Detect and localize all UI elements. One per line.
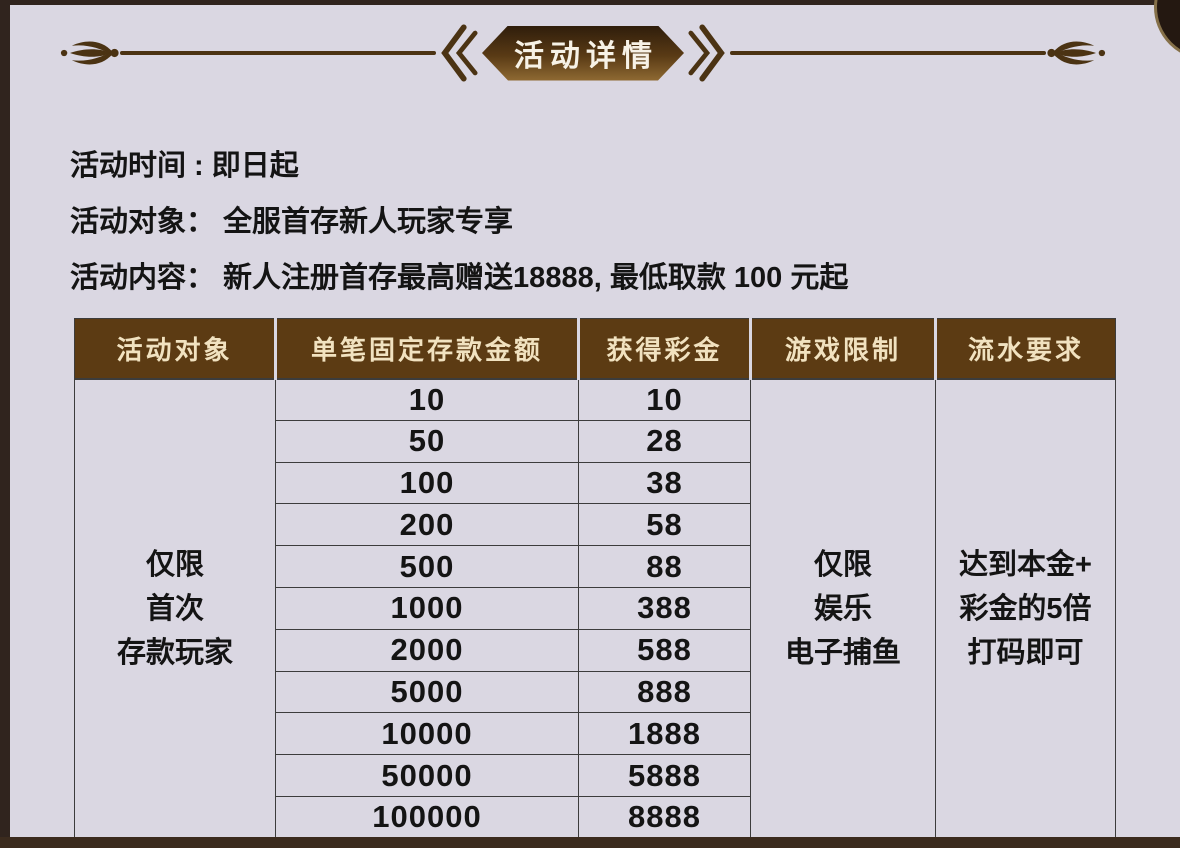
audience-line: 仅限 (145, 548, 204, 581)
deposit-cell: 10000 (275, 712, 579, 756)
fleur-ornament-left-icon (60, 41, 119, 65)
deposit-cell: 2000 (275, 628, 579, 672)
deposit-cell: 100 (275, 461, 579, 505)
audience-line: 首次 (145, 592, 204, 625)
bonus-cell: 588 (578, 628, 751, 672)
deposit-cell: 5000 (275, 670, 579, 714)
info-line-activity-target: 活动对象： 全服首存新人玩家专享 (70, 206, 514, 238)
decorative-divider: 活动详情 (60, 24, 1106, 82)
bonus-cell: 1888 (578, 712, 751, 756)
turnover-cell: 达到本金+ 彩金的5倍 打码即可 (935, 378, 1116, 839)
audience-cell: 仅限 首次 存款玩家 (74, 378, 276, 839)
chevron-right-icon (688, 24, 725, 82)
deposit-cell: 500 (275, 545, 579, 588)
frame-bottom-bar (0, 837, 1180, 848)
activity-info: 活动时间 : 即日起 活动对象： 全服首存新人玩家专享 活动内容： 新人注册首存… (70, 148, 848, 316)
bonus-cell: 58 (578, 503, 751, 547)
turnover-line: 彩金的5倍 (959, 592, 1092, 625)
col-header-audience: 活动对象 (74, 318, 276, 380)
col-header-bonus: 获得彩金 (577, 318, 751, 380)
deposit-cell: 10 (275, 378, 579, 421)
frame-top-border (0, 0, 1180, 5)
table-row: 10000 1888 (75, 712, 1116, 756)
table-row: 1000 388 (75, 586, 1116, 630)
table-row: 50 28 (75, 419, 1116, 463)
bonus-cell: 88 (578, 545, 751, 588)
table-row: 仅限 首次 存款玩家 10 10 仅限 娱乐 电子捕鱼 达到本金+ 彩金的5倍 … (74, 378, 1116, 839)
bonus-cell: 388 (578, 586, 751, 630)
deposit-cell: 50 (275, 419, 579, 463)
bonus-cell: 10 (578, 378, 751, 421)
table-header-row: 活动对象 单笔固定存款金额 获得彩金 游戏限制 流水要求 (74, 318, 1116, 380)
divider-line-left (120, 51, 436, 55)
col-header-turnover: 流水要求 (934, 318, 1116, 380)
info-line-activity-content: 活动内容： 新人注册首存最高赠送18888, 最低取款 100 元起 (70, 262, 849, 294)
chevron-left-icon (441, 24, 478, 82)
corner-circle-ornament (1154, 0, 1180, 60)
turnover-line: 达到本金+ (959, 548, 1092, 581)
col-header-game-limit: 游戏限制 (749, 318, 936, 380)
table-row: 5000 888 (75, 670, 1116, 714)
col-header-deposit: 单笔固定存款金额 (274, 318, 579, 380)
deposit-cell: 200 (275, 503, 579, 547)
table-row: 50000 5888 (75, 754, 1116, 797)
turnover-line: 打码即可 (967, 636, 1084, 669)
frame-left-border (0, 0, 10, 848)
game-limit-line: 仅限 (813, 548, 872, 581)
game-limit-line: 娱乐 (813, 592, 872, 625)
table-row: 2000 588 (75, 628, 1116, 672)
promo-table: 活动对象 单笔固定存款金额 获得彩金 游戏限制 流水要求 仅限 首次 存款玩家 … (74, 318, 1116, 839)
deposit-cell: 1000 (275, 586, 579, 630)
bonus-cell: 8888 (578, 795, 751, 839)
audience-line: 存款玩家 (116, 636, 233, 669)
game-limit-cell: 仅限 娱乐 电子捕鱼 (750, 378, 936, 839)
bonus-cell: 5888 (578, 754, 751, 797)
bonus-cell: 888 (578, 670, 751, 714)
title-badge: 活动详情 (482, 26, 684, 81)
game-limit-line: 电子捕鱼 (784, 636, 901, 669)
page-title: 活动详情 (514, 40, 658, 73)
deposit-cell: 50000 (275, 754, 579, 797)
deposit-cell: 100000 (275, 795, 579, 839)
bonus-cell: 28 (578, 419, 751, 463)
info-line-activity-time: 活动时间 : 即日起 (70, 150, 299, 182)
bonus-cell: 38 (578, 461, 751, 505)
table-row: 100000 8888 (75, 795, 1116, 839)
fleur-ornament-right-icon (1047, 41, 1106, 65)
divider-line-right (730, 51, 1046, 55)
